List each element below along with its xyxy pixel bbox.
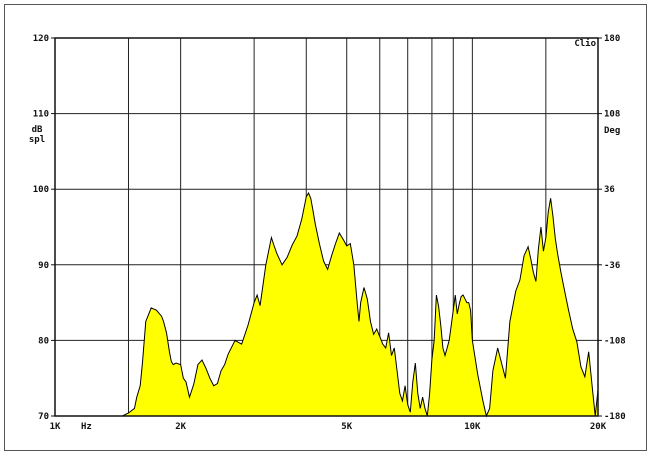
y-tick-label: 70: [38, 412, 49, 422]
y-axis-label: dB: [32, 125, 43, 135]
y-tick-label: 90: [38, 261, 49, 271]
y-tick-label: 110: [33, 110, 49, 120]
y-tick-label: 100: [33, 185, 49, 195]
y2-tick-label: -180: [604, 412, 626, 422]
x-tick-label: 10K: [464, 422, 481, 432]
axis-labels: 70 80 90 100 110 120 -180 -108 -36 36 108 180 1K 2K 5K…: [29, 34, 626, 432]
y2-axis-label: Deg: [604, 126, 620, 136]
chart-frame: 70 80 90 100 110 120 -180 -108 -36 36 108 180 1K 2K 5K…: [4, 4, 647, 451]
y2-tick-label: 36: [604, 185, 615, 195]
y2-tick-label: 180: [604, 34, 620, 44]
y2-tick-label: -108: [604, 336, 626, 346]
response-line: [122, 191, 599, 418]
response-area: [122, 192, 598, 416]
plot-border: [54, 37, 599, 417]
y-tick-label: 80: [38, 336, 49, 346]
response-series: [122, 191, 599, 418]
x-tick-label: 5K: [341, 422, 352, 432]
x-tick-label: 20K: [590, 422, 607, 432]
frequency-response-chart: 70 80 90 100 110 120 -180 -108 -36 36 108 180 1K 2K 5K…: [29, 34, 626, 432]
x-tick-label: 2K: [175, 422, 186, 432]
corner-label: Clio: [574, 38, 596, 49]
y2-tick-label: 108: [604, 110, 620, 120]
y-tick-label: 120: [33, 34, 49, 44]
y2-tick-label: -36: [604, 261, 620, 271]
axes: [51, 37, 602, 417]
x-tick-label: 1K: [50, 422, 61, 432]
y-axis-label: spl: [29, 135, 45, 145]
x-unit-label: Hz: [81, 422, 92, 432]
